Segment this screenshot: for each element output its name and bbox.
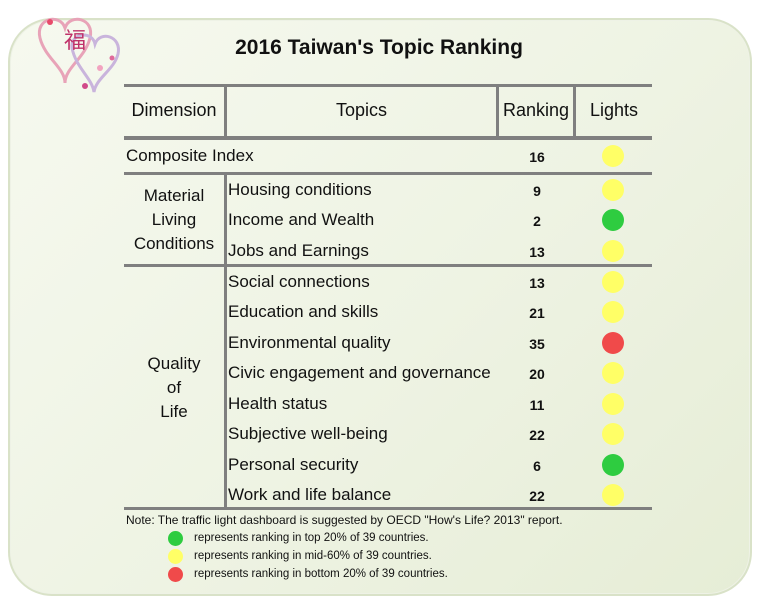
yellow-light-icon bbox=[602, 271, 624, 293]
composite-rank: 16 bbox=[529, 149, 545, 165]
topic-label: Health status bbox=[228, 394, 328, 413]
dimension-divider bbox=[224, 174, 227, 510]
topic-label: Subjective well-being bbox=[228, 424, 388, 443]
yellow-light-icon bbox=[602, 393, 624, 415]
yellow-light-icon bbox=[602, 484, 624, 506]
yellow-light-icon bbox=[602, 179, 624, 201]
green-light-icon bbox=[602, 454, 624, 476]
header-rule bbox=[124, 136, 652, 140]
topic-label: Civic engagement and governance bbox=[228, 363, 491, 382]
header-dimension: Dimension bbox=[131, 100, 217, 120]
topic-rank: 35 bbox=[529, 336, 545, 352]
logo: 福 bbox=[37, 17, 120, 93]
table-top-rule bbox=[124, 84, 652, 87]
composite-light bbox=[602, 145, 624, 167]
topic-rank: 20 bbox=[529, 366, 545, 382]
dimension-material-line-1: Material bbox=[143, 186, 205, 205]
dimension-quality-line-3: Life bbox=[160, 402, 188, 421]
header-lights: Lights bbox=[589, 100, 639, 120]
topic-rank: 22 bbox=[529, 427, 545, 443]
yellow-light-icon bbox=[602, 240, 624, 262]
header-ranking: Ranking bbox=[502, 100, 570, 120]
composite-label: Composite Index bbox=[126, 146, 254, 165]
topic-label: Education and skills bbox=[228, 302, 379, 321]
col-divider-3 bbox=[573, 84, 576, 139]
yellow-light-icon bbox=[168, 549, 183, 564]
header-topics: Topics bbox=[335, 100, 388, 120]
dimension-material-line-2: Living bbox=[151, 210, 197, 229]
topic-label: Jobs and Earnings bbox=[228, 241, 369, 260]
topic-label: Housing conditions bbox=[228, 180, 372, 199]
topic-label: Work and life balance bbox=[228, 485, 392, 504]
legend-text: represents ranking in top 20% of 39 coun… bbox=[194, 532, 429, 544]
dimension-material: Material Living Conditions bbox=[124, 184, 224, 256]
dimension-quality: Quality of Life bbox=[124, 352, 224, 424]
composite-rule bbox=[124, 172, 652, 175]
topic-rank: 2 bbox=[533, 213, 541, 229]
yellow-light-icon bbox=[602, 362, 624, 384]
topic-rank: 13 bbox=[529, 275, 545, 291]
svg-text:福: 福 bbox=[64, 29, 86, 54]
topic-label: Income and Wealth bbox=[228, 210, 375, 229]
page-title: 2016 Taiwan's Topic Ranking bbox=[235, 36, 523, 59]
ranking-table: Dimension Topics Ranking Lights Composit… bbox=[124, 84, 652, 510]
topic-rank: 11 bbox=[529, 397, 545, 413]
col-divider-1 bbox=[224, 84, 227, 139]
dimension-quality-line-1: Quality bbox=[147, 354, 201, 373]
red-light-icon bbox=[602, 332, 624, 354]
topic-rank: 13 bbox=[529, 244, 545, 260]
dimension-material-line-3: Conditions bbox=[133, 234, 215, 253]
topic-rank: 9 bbox=[533, 183, 541, 199]
topic-label: Environmental quality bbox=[228, 333, 391, 352]
legend-text: represents ranking in mid-60% of 39 coun… bbox=[194, 550, 432, 562]
red-light-icon bbox=[168, 567, 183, 582]
topic-rank: 21 bbox=[529, 305, 545, 321]
legend-text: represents ranking in bottom 20% of 39 c… bbox=[194, 568, 448, 580]
topic-label: Social connections bbox=[228, 272, 370, 291]
ranking-card bbox=[8, 18, 752, 596]
topic-rank: 22 bbox=[529, 488, 545, 504]
material-rule bbox=[124, 264, 652, 267]
yellow-light-icon bbox=[602, 301, 624, 323]
table-bottom-rule bbox=[124, 507, 652, 510]
topic-rank: 6 bbox=[533, 458, 541, 474]
col-divider-2 bbox=[496, 84, 499, 139]
topic-label: Personal security bbox=[228, 455, 359, 474]
yellow-light-icon bbox=[602, 423, 624, 445]
footnote: Note: The traffic light dashboard is sug… bbox=[126, 513, 563, 527]
dimension-quality-line-2: of bbox=[166, 378, 182, 397]
green-light-icon bbox=[168, 531, 183, 546]
green-light-icon bbox=[602, 209, 624, 231]
